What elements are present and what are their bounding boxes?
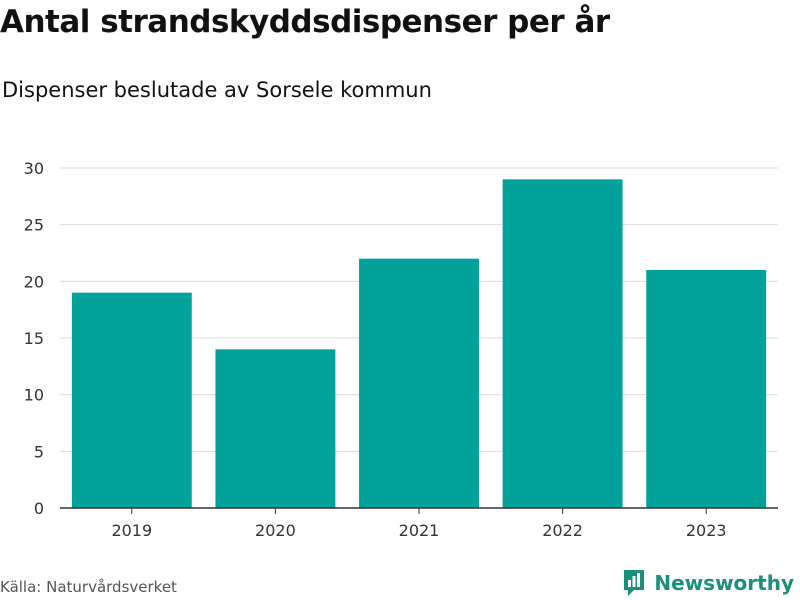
- bar-2023: [646, 270, 767, 508]
- axes: 0 5 10 15 20 25 30 2019 2020 2021 2022 2023: [24, 159, 778, 540]
- y-tick-label: 15: [24, 329, 44, 348]
- chart-title: Antal strandskyddsdispenser per år: [0, 4, 610, 40]
- x-tick-label: 2022: [542, 521, 583, 540]
- x-tick-label: 2020: [255, 521, 296, 540]
- bar-2022: [502, 179, 623, 509]
- x-tick-label: 2023: [686, 521, 727, 540]
- chart-subtitle: Dispenser beslutade av Sorsele kommun: [2, 78, 432, 102]
- source-note: Källa: Naturvårdsverket: [0, 578, 177, 596]
- brand-logo: Newsworthy: [622, 568, 794, 598]
- y-tick-label: 25: [24, 216, 44, 235]
- brand-name: Newsworthy: [654, 571, 794, 595]
- y-tick-label: 5: [34, 442, 44, 461]
- bar-2021: [359, 258, 479, 508]
- y-tick-label: 30: [24, 159, 44, 178]
- bar-2020: [215, 349, 336, 508]
- bars: [71, 179, 767, 509]
- newsworthy-logo-icon: [624, 570, 645, 596]
- bar-2019: [71, 292, 192, 508]
- y-tick-label: 10: [24, 386, 44, 405]
- x-tick-label: 2019: [111, 521, 152, 540]
- y-tick-label: 0: [34, 499, 44, 518]
- x-tick-label: 2021: [399, 521, 440, 540]
- y-tick-label: 20: [24, 272, 44, 291]
